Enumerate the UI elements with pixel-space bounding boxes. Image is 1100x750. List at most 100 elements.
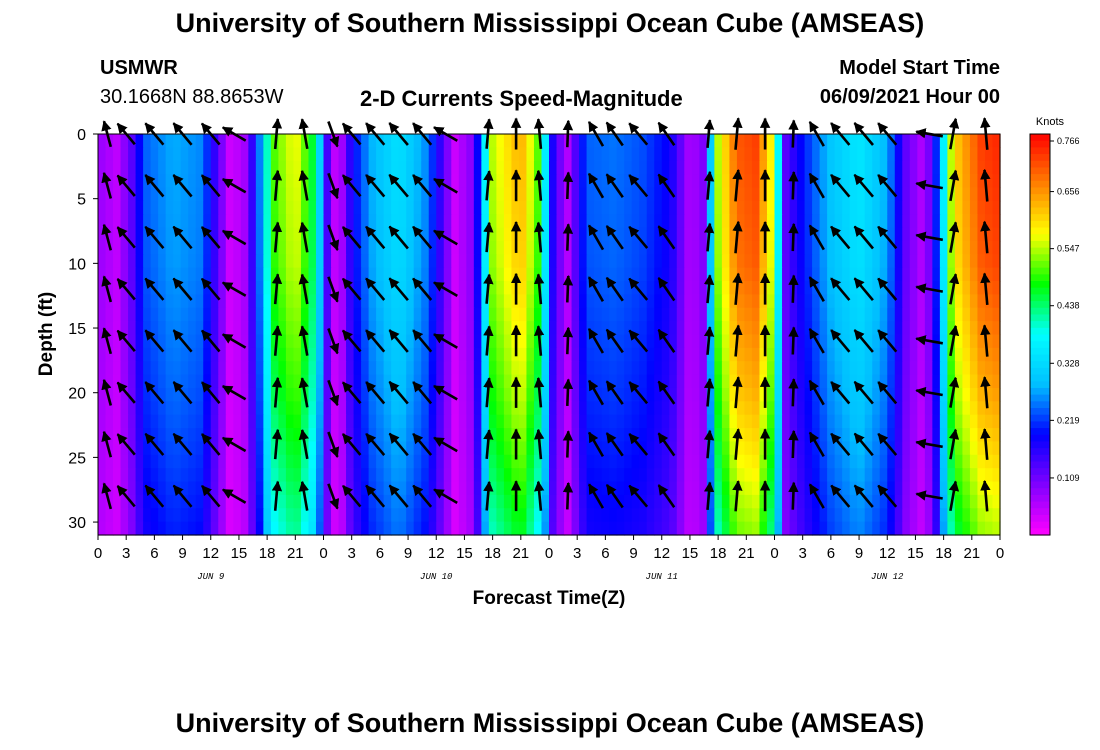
heatmap-cell: [639, 227, 648, 242]
current-vector: [433, 177, 458, 194]
heatmap-cell: [887, 240, 896, 255]
heatmap-cell: [977, 414, 986, 429]
heatmap-cell: [443, 240, 452, 255]
heatmap-cell: [549, 147, 558, 162]
heatmap-cell: [436, 508, 445, 523]
heatmap-cell: [782, 147, 791, 162]
heatmap-cell: [518, 160, 528, 175]
heatmap-cell: [669, 134, 678, 148]
heatmap-cell: [601, 334, 610, 349]
heatmap-cell: [909, 200, 918, 215]
heatmap-cell: [706, 240, 715, 255]
heatmap-cell: [661, 200, 670, 215]
heatmap-cell: [751, 401, 761, 416]
model-start-label: Model Start Time: [839, 57, 1000, 79]
heatmap-cell: [947, 200, 956, 215]
colorbar-swatch: [1030, 367, 1050, 376]
heatmap-cell: [323, 454, 332, 469]
heatmap-cell: [639, 481, 648, 496]
heatmap-cell: [323, 468, 332, 483]
heatmap-cell: [706, 347, 715, 362]
heatmap-cell: [571, 254, 580, 269]
heatmap-cell: [98, 307, 107, 322]
heatmap-cell: [421, 481, 430, 496]
heatmap-cell: [909, 347, 918, 362]
heatmap-cell: [586, 361, 595, 376]
heatmap-cell: [736, 294, 746, 309]
heatmap-cell: [924, 481, 933, 496]
heatmap-cell: [240, 187, 249, 202]
heatmap-cell: [361, 200, 370, 215]
heatmap-cell: [436, 494, 445, 509]
current-vector: [533, 325, 545, 356]
heatmap-cell: [518, 481, 528, 496]
heatmap-cell: [383, 361, 392, 376]
heatmap-cell: [676, 134, 685, 148]
heatmap-cell: [939, 494, 948, 509]
heatmap-cell: [413, 254, 422, 269]
heatmap-cell: [541, 200, 550, 215]
heatmap-cell: [503, 174, 513, 189]
heatmap-cell: [992, 468, 1001, 483]
heatmap-cell: [849, 147, 858, 162]
heatmap-cell: [909, 187, 918, 202]
heatmap-cell: [150, 134, 159, 148]
heatmap-cell: [188, 454, 197, 469]
current-vector: [116, 226, 136, 249]
heatmap-cell: [827, 307, 836, 322]
heatmap-cell: [849, 281, 858, 295]
heatmap-cell: [721, 321, 730, 336]
heatmap-cell: [398, 374, 407, 389]
heatmap-cell: [300, 160, 310, 175]
heatmap-cell: [165, 187, 174, 202]
heatmap-cell: [609, 200, 618, 215]
current-vector: [853, 225, 874, 250]
heatmap-cell: [496, 267, 505, 282]
heatmap-cell: [195, 454, 204, 469]
current-vector: [327, 224, 340, 251]
heatmap-cell: [150, 508, 159, 523]
heatmap-cell: [158, 347, 167, 362]
heatmap-cell: [609, 401, 618, 416]
heatmap-cell: [270, 254, 279, 269]
heatmap-cell: [248, 321, 257, 336]
heatmap-cell: [398, 240, 407, 255]
heatmap-cell: [932, 214, 941, 229]
heatmap-cell: [917, 147, 926, 162]
heatmap-cell: [804, 441, 813, 456]
heatmap-cell: [406, 307, 415, 322]
heatmap-cell: [113, 468, 122, 483]
heatmap-cell: [285, 254, 295, 269]
heatmap-cell: [594, 134, 603, 148]
colorbar-tick-label: 0.547: [1057, 244, 1080, 254]
heatmap-cell: [210, 374, 219, 389]
colorbar-swatch: [1030, 468, 1050, 476]
heatmap-cell: [902, 334, 911, 349]
heatmap-cell: [203, 334, 212, 349]
colorbar-swatch: [1030, 214, 1050, 222]
heatmap-cell: [331, 454, 340, 469]
heatmap-cell: [879, 147, 888, 162]
heatmap-cell: [564, 347, 573, 362]
heatmap-cell: [308, 481, 317, 496]
heatmap-cell: [616, 494, 625, 509]
heatmap-cell: [962, 428, 971, 443]
heatmap-cell: [849, 521, 858, 536]
y-tick-label: 20: [68, 386, 86, 403]
heatmap-cell: [977, 240, 986, 255]
heatmap-cell: [376, 374, 385, 389]
heatmap-cell: [661, 187, 670, 202]
heatmap-cell: [684, 468, 693, 483]
current-vector: [788, 481, 799, 510]
heatmap-cell: [782, 374, 791, 389]
heatmap-cell: [128, 428, 137, 443]
heatmap-cell: [909, 294, 918, 309]
heatmap-cell: [864, 347, 873, 362]
heatmap-cell: [639, 414, 648, 429]
heatmap-cell: [601, 428, 610, 443]
current-vector: [877, 381, 898, 405]
day-label: JUN 12: [871, 572, 904, 582]
heatmap-cell: [624, 428, 633, 443]
heatmap-cell: [173, 294, 182, 309]
heatmap-cell: [932, 240, 941, 255]
